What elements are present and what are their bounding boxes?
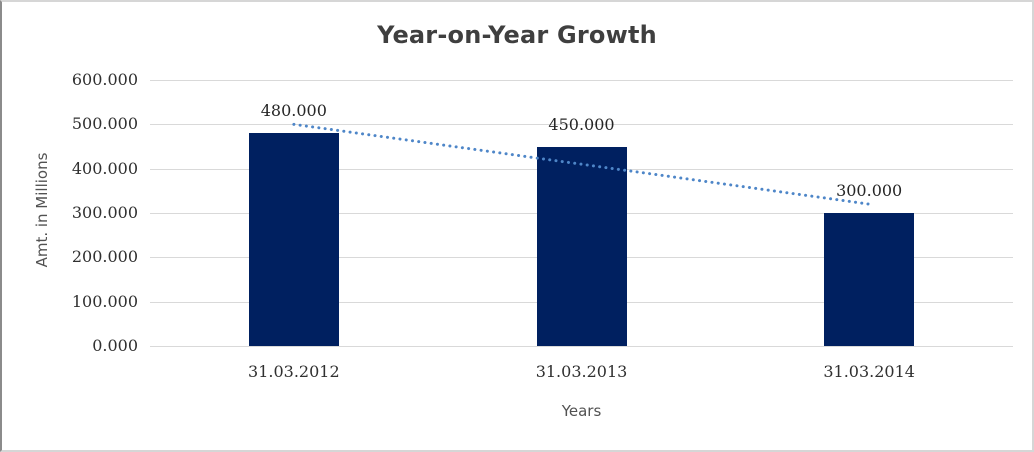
- y-tick-label: 200.000: [71, 247, 138, 267]
- gridline: [150, 80, 1013, 81]
- y-tick-label: 0.000: [92, 336, 138, 355]
- y-tick-label: 300.000: [71, 203, 138, 222]
- x-tick-label: 31.03.2014: [823, 362, 915, 381]
- y-tick-label: 100.000: [71, 291, 138, 311]
- x-tick-label: 31.03.2012: [248, 362, 340, 381]
- trendline-dotted: [292, 122, 871, 206]
- gridline: [150, 124, 1013, 126]
- data-label: 300.000: [836, 181, 903, 200]
- bar-31.03.2014: [824, 213, 915, 346]
- x-axis-line: [150, 346, 1013, 347]
- x-tick-label: 31.03.2013: [535, 362, 628, 381]
- y-tick-label: 500.000: [71, 114, 138, 134]
- bar-31.03.2013: [536, 146, 627, 346]
- trendline: [292, 122, 871, 206]
- data-label: 480.000: [260, 101, 327, 121]
- data-label: 450.000: [548, 114, 615, 134]
- chart-title: Year-on-Year Growth: [377, 21, 657, 49]
- bar-31.03.2012: [248, 133, 339, 346]
- y-tick-label: 400.000: [71, 158, 138, 178]
- x-axis-title: Years: [561, 402, 602, 420]
- y-tick-label: 600.000: [71, 70, 138, 89]
